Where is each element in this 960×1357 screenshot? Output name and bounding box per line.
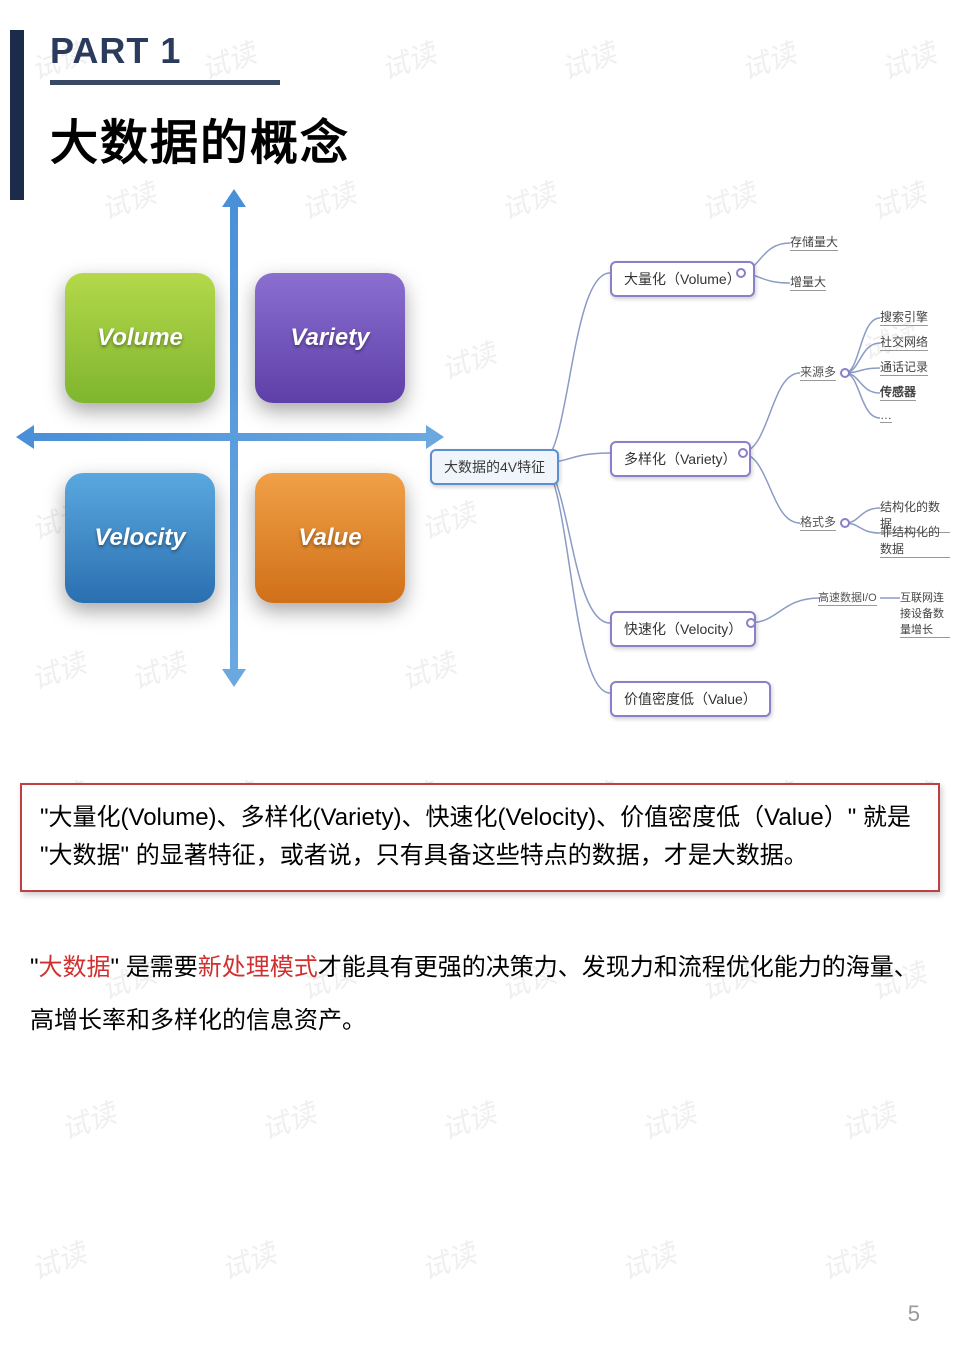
mm-leaf: 社交网络 — [880, 333, 928, 351]
hl-newmode: 新处理模式 — [198, 954, 318, 981]
part-label: PART 1 — [50, 30, 960, 72]
mm-tag-format: 格式多 — [800, 513, 836, 531]
mm-root: 大数据的4V特征 — [430, 449, 559, 485]
mm-tag-source: 来源多 — [800, 363, 836, 381]
callout-box: "大量化(Volume)、多样化(Variety)、快速化(Velocity)、… — [20, 783, 940, 892]
mm-leaf: 增量大 — [790, 273, 826, 291]
mm-leaf: 传感器 — [880, 383, 916, 401]
part-underline — [50, 80, 280, 85]
mm-node-variety: 多样化（Variety） — [610, 441, 751, 477]
accent-bar — [10, 30, 24, 200]
mm-leaf: 存储量大 — [790, 233, 838, 251]
content-row: Volume Variety Velocity Value — [0, 203, 960, 723]
quadrant-diagram: Volume Variety Velocity Value — [40, 203, 440, 683]
quad-box-value: Value — [255, 473, 405, 603]
mm-node-volume: 大量化（Volume） — [610, 261, 755, 297]
mm-tag-io: 高速数据I/O — [818, 589, 877, 606]
page-number: 5 — [908, 1301, 920, 1327]
mm-node-velocity: 快速化（Velocity） — [610, 611, 756, 647]
quad-box-variety: Variety — [255, 273, 405, 403]
mm-dot — [840, 518, 850, 528]
mm-leaf: 搜索引擎 — [880, 308, 928, 326]
axis-horizontal — [30, 433, 430, 441]
slide-title: 大数据的概念 — [50, 103, 960, 173]
mm-leaf: 互联网连接设备数量增长 — [900, 589, 950, 638]
mm-leaf: 非结构化的数据 — [880, 523, 950, 558]
mm-leaf: … — [880, 408, 892, 423]
hl-bigdata: 大数据 — [39, 954, 111, 981]
quad-box-velocity: Velocity — [65, 473, 215, 603]
mm-dot — [746, 618, 756, 628]
mm-leaf: 通话记录 — [880, 358, 928, 376]
mm-node-value: 价值密度低（Value） — [610, 681, 771, 717]
mindmap: 大数据的4V特征 大量化（Volume） 存储量大 增量大 多样化（Variet… — [440, 203, 950, 723]
callout-text: "大量化(Volume)、多样化(Variety)、快速化(Velocity)、… — [40, 804, 911, 869]
mm-dot — [840, 368, 850, 378]
quad-box-volume: Volume — [65, 273, 215, 403]
slide-header: PART 1 大数据的概念 — [0, 0, 960, 173]
mm-dot — [736, 268, 746, 278]
mm-dot — [738, 448, 748, 458]
definition-text: "大数据" 是需要新处理模式才能具有更强的决策力、发现力和流程优化能力的海量、高… — [30, 942, 940, 1048]
